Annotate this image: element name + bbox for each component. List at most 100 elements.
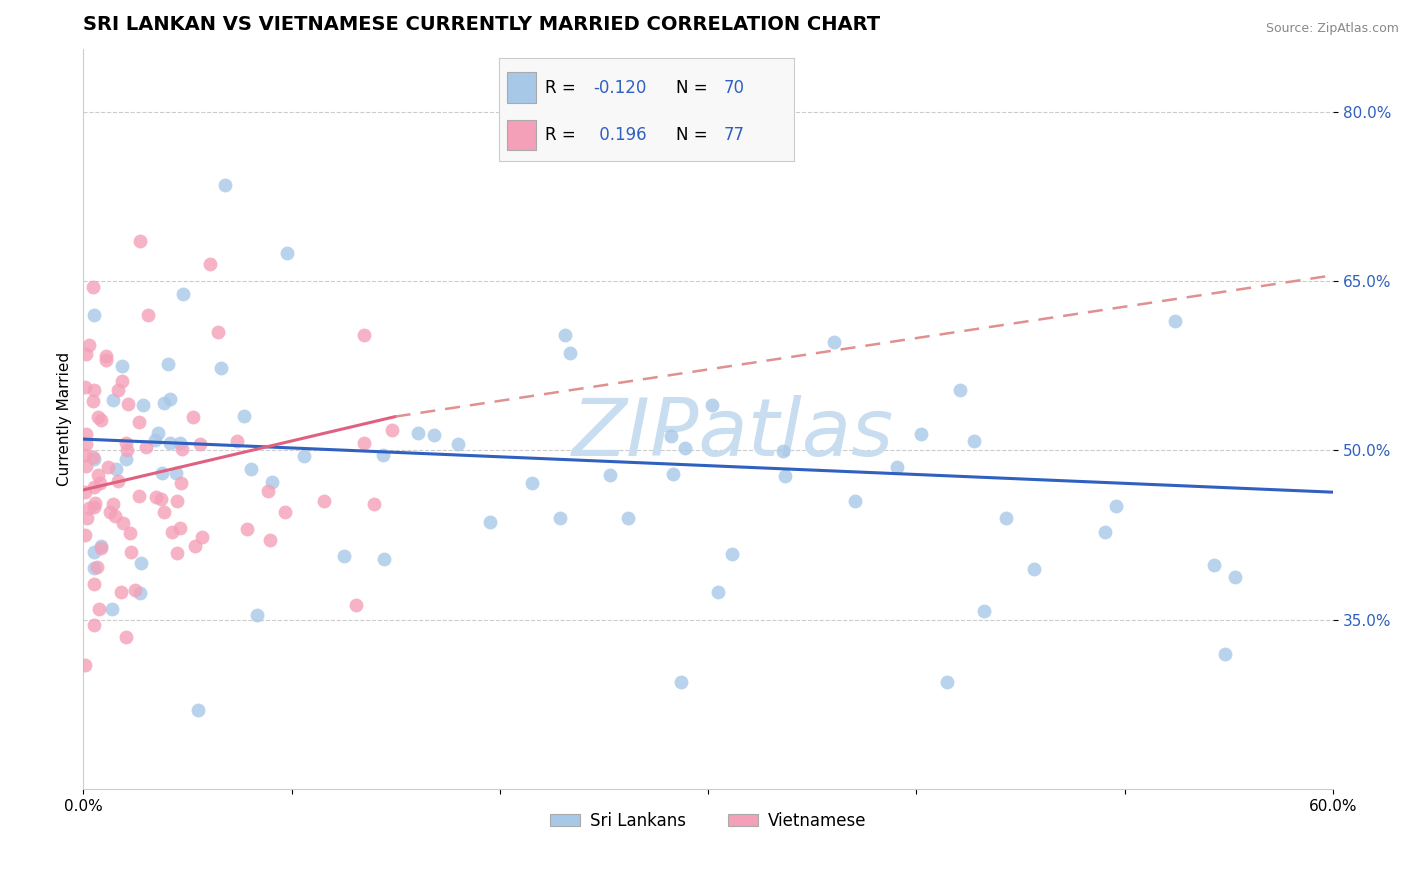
- Point: [129, 586, 152, 600]
- Point: [153, 396, 176, 410]
- Point: [700, 398, 723, 412]
- Point: [117, 397, 139, 411]
- Point: [83, 577, 105, 591]
- Point: [910, 426, 932, 441]
- Point: [107, 383, 129, 397]
- Point: [162, 525, 184, 540]
- FancyBboxPatch shape: [506, 72, 536, 103]
- Point: [262, 475, 284, 489]
- Point: [75, 458, 97, 473]
- Point: [94, 353, 117, 368]
- Point: [138, 308, 160, 322]
- Point: [259, 533, 281, 547]
- Point: [107, 475, 129, 489]
- Point: [101, 497, 124, 511]
- Text: Source: ZipAtlas.com: Source: ZipAtlas.com: [1265, 22, 1399, 36]
- Point: [75, 437, 97, 451]
- Point: [128, 415, 150, 429]
- Point: [75, 657, 97, 672]
- Point: [153, 505, 176, 519]
- Point: [115, 443, 138, 458]
- Point: [148, 426, 170, 441]
- Point: [995, 510, 1018, 524]
- Point: [86, 560, 108, 574]
- Point: [76, 511, 98, 525]
- Point: [111, 374, 134, 388]
- Point: [105, 462, 128, 476]
- Point: [886, 460, 908, 475]
- Point: [344, 598, 367, 612]
- Point: [371, 449, 394, 463]
- Point: [90, 412, 112, 426]
- Text: 0.196: 0.196: [593, 126, 647, 144]
- Point: [207, 325, 229, 339]
- Point: [83, 618, 105, 632]
- Point: [560, 346, 582, 360]
- Point: [96, 349, 118, 363]
- Point: [124, 583, 146, 598]
- Point: [1094, 524, 1116, 539]
- Point: [150, 466, 173, 480]
- Point: [87, 467, 110, 482]
- FancyBboxPatch shape: [506, 120, 536, 150]
- Point: [381, 423, 404, 437]
- Point: [120, 544, 142, 558]
- Point: [447, 437, 470, 451]
- Point: [673, 441, 696, 455]
- Point: [707, 585, 730, 599]
- Point: [104, 508, 127, 523]
- Text: SRI LANKAN VS VIETNAMESE CURRENTLY MARRIED CORRELATION CHART: SRI LANKAN VS VIETNAMESE CURRENTLY MARRI…: [83, 15, 880, 34]
- Point: [721, 547, 744, 561]
- Point: [373, 551, 395, 566]
- Point: [82, 279, 104, 293]
- Point: [1204, 558, 1226, 573]
- Point: [75, 346, 97, 360]
- Point: [89, 476, 111, 491]
- Point: [274, 505, 297, 519]
- Point: [406, 426, 429, 441]
- Point: [170, 442, 193, 456]
- Point: [159, 392, 181, 406]
- Point: [82, 394, 104, 409]
- Y-axis label: Currently Married: Currently Married: [58, 352, 72, 486]
- Point: [111, 359, 134, 373]
- Point: [312, 494, 335, 508]
- Point: [333, 549, 356, 563]
- Point: [172, 287, 194, 301]
- Point: [83, 309, 105, 323]
- Point: [75, 426, 97, 441]
- Point: [184, 539, 207, 553]
- Point: [423, 427, 446, 442]
- Point: [198, 257, 221, 271]
- Point: [83, 480, 105, 494]
- Point: [149, 491, 172, 506]
- Point: [169, 436, 191, 450]
- Point: [103, 392, 125, 407]
- Point: [659, 429, 682, 443]
- Point: [214, 178, 236, 192]
- Point: [79, 338, 101, 352]
- Point: [240, 462, 263, 476]
- Point: [90, 540, 112, 554]
- Point: [478, 515, 501, 529]
- Point: [183, 409, 205, 424]
- Point: [1024, 562, 1046, 576]
- Point: [257, 484, 280, 499]
- Point: [1223, 569, 1246, 583]
- Point: [112, 516, 135, 530]
- Point: [132, 398, 155, 412]
- Point: [75, 484, 97, 499]
- Point: [145, 490, 167, 504]
- Point: [75, 528, 97, 542]
- Point: [118, 525, 141, 540]
- Point: [114, 451, 136, 466]
- Text: R =: R =: [546, 78, 581, 96]
- Point: [156, 357, 179, 371]
- Point: [90, 541, 112, 555]
- Point: [89, 601, 111, 615]
- Point: [973, 603, 995, 617]
- Point: [83, 561, 105, 575]
- Point: [128, 235, 150, 249]
- Point: [276, 245, 298, 260]
- Point: [110, 585, 132, 599]
